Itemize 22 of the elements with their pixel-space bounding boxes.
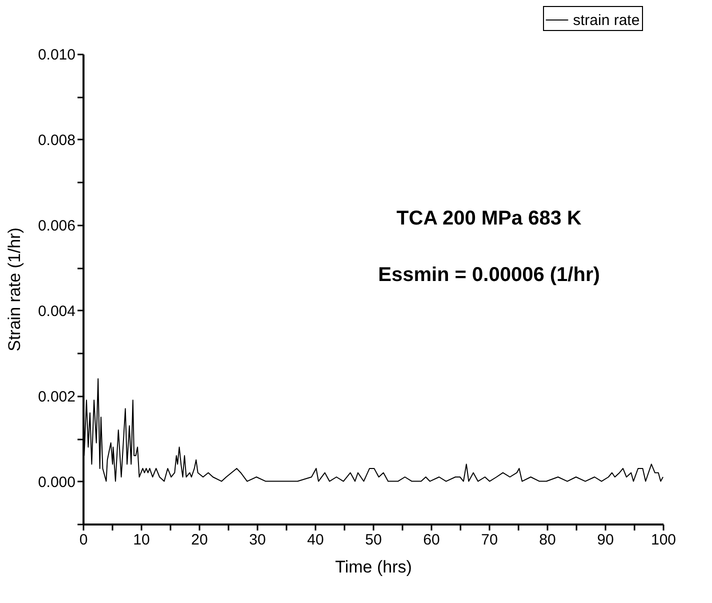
x-tick-label: 90 [597,532,614,548]
legend-label: strain rate [573,12,640,29]
x-tick-label: 0 [79,532,88,548]
x-tick-label: 40 [307,532,324,548]
x-axis-title: Time (hrs) [335,558,412,576]
x-tick-label: 50 [365,532,382,548]
x-tick-label: 30 [249,532,266,548]
x-tick-label: 20 [191,532,208,548]
y-tick-label: 0.006 [38,217,76,234]
x-tick-label: 60 [423,532,440,548]
annotation: TCA 200 MPa 683 K [396,208,582,230]
y-tick-label: 0.000 [38,474,76,491]
x-tick-label: 10 [133,532,150,548]
y-tick-label: 0.008 [38,132,76,149]
x-tick-label: 100 [650,532,676,548]
y-axis-title: Strain rate (1/hr) [4,228,24,352]
annotation: Essmin = 0.00006 (1/hr) [378,264,600,286]
x-tick-label: 80 [539,532,556,548]
x-tick-label: 70 [481,532,498,548]
y-tick-label: 0.002 [38,388,76,406]
y-tick-label: 0.004 [38,302,76,320]
y-tick-label: 0.010 [38,46,76,64]
